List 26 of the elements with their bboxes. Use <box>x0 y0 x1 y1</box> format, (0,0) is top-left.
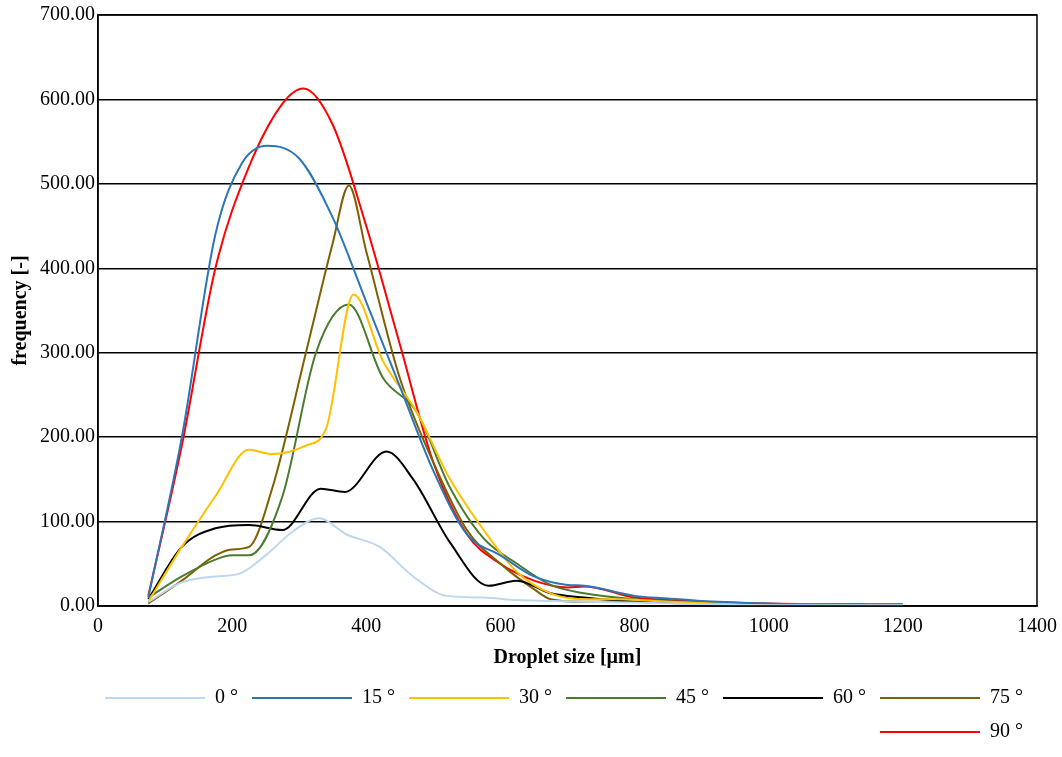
x-tick-label: 1200 <box>882 614 923 637</box>
x-tick-label: 800 <box>619 614 650 637</box>
y-tick-label: 200.00 <box>40 424 95 447</box>
legend-label: 30 ° <box>519 685 553 708</box>
legend-label: 60 ° <box>833 685 866 708</box>
y-tick-label: 0.00 <box>60 593 95 616</box>
legend-label: 15 ° <box>362 685 396 708</box>
legend-label: 45 ° <box>676 685 710 708</box>
y-tick-label: 600.00 <box>40 86 95 109</box>
x-tick-label: 200 <box>217 614 248 637</box>
y-axis-title: frequency [-] <box>8 255 32 366</box>
y-tick-label: 100.00 <box>40 508 95 531</box>
line-series <box>147 517 904 606</box>
legend-label: 75 ° <box>990 685 1023 708</box>
x-tick-label: 1000 <box>748 614 789 637</box>
x-tick-label: 1400 <box>1017 614 1057 637</box>
legend-label: 0 ° <box>215 685 239 708</box>
x-tick-label: 400 <box>351 614 382 637</box>
y-tick-label: 300.00 <box>40 339 95 362</box>
x-tick-label: 600 <box>485 614 516 637</box>
y-tick-label: 400.00 <box>40 255 95 278</box>
legend-label: 90 ° <box>990 719 1023 742</box>
y-tick-label: 500.00 <box>40 171 95 194</box>
x-tick-label: 0 <box>93 614 103 637</box>
y-tick-label: 700.00 <box>40 2 95 25</box>
x-axis-title: Droplet size [µm] <box>493 645 642 669</box>
